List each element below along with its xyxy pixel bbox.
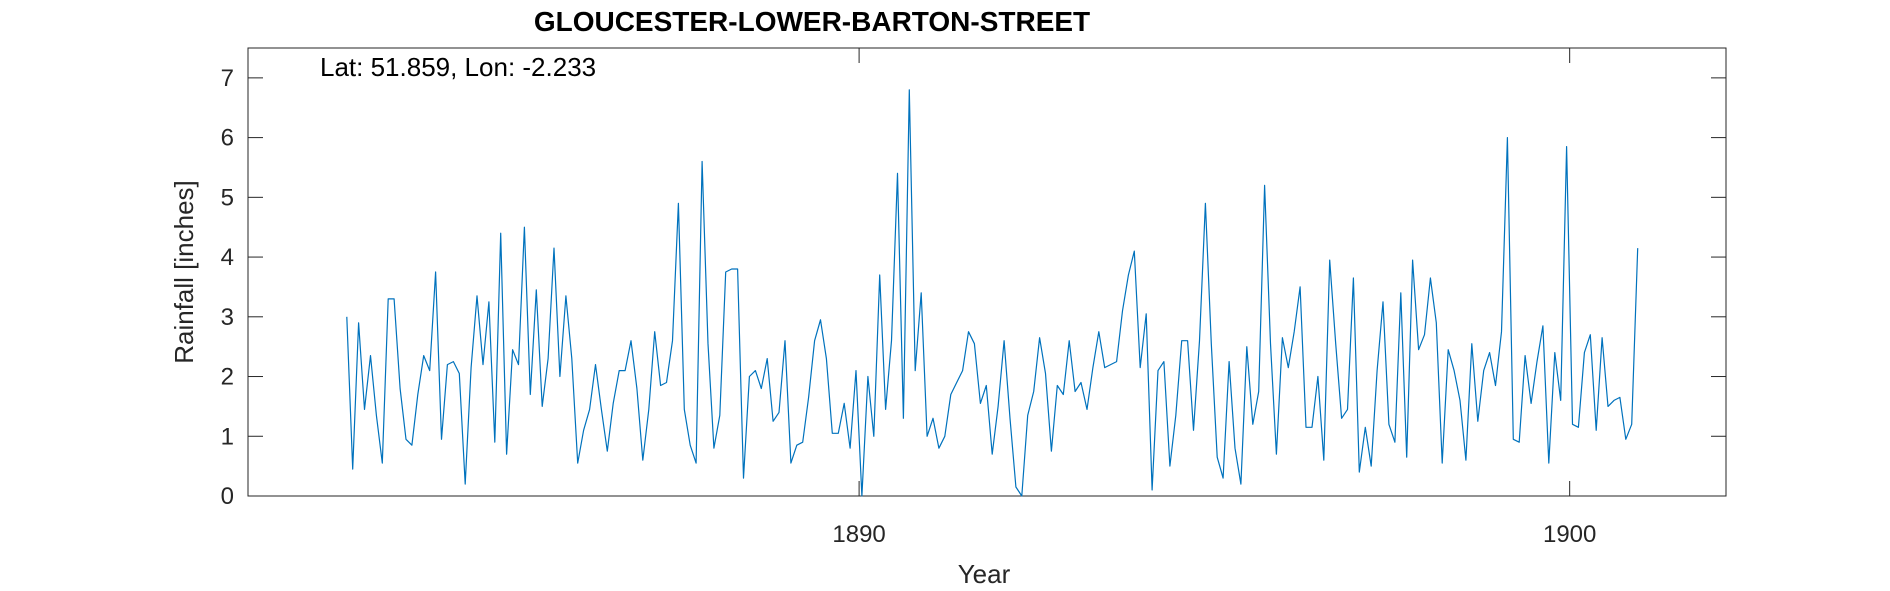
y-tick-label: 5: [221, 184, 234, 211]
y-tick-label: 4: [221, 244, 234, 271]
axis-tick-labels: 0 1 2 3 4 5 6 7 1890 1900: [221, 65, 1597, 548]
x-tick-label: 1890: [832, 521, 885, 548]
y-tick-label: 3: [221, 304, 234, 331]
y-tick-label: 0: [221, 483, 234, 510]
y-tick-label: 7: [221, 65, 234, 92]
location-annotation: Lat: 51.859, Lon: -2.233: [320, 52, 596, 82]
rainfall-series-line: [346, 89, 1639, 497]
chart-title: GLOUCESTER-LOWER-BARTON-STREET: [534, 6, 1090, 37]
x-tick-label: 1900: [1543, 521, 1596, 548]
y-tick-label: 2: [221, 364, 234, 391]
y-tick-label: 1: [221, 423, 234, 450]
plot-area: [247, 47, 1727, 497]
y-axis-label: Rainfall [inches]: [169, 180, 199, 364]
x-axis-label: Year: [958, 559, 1011, 589]
axis-ticks: [248, 48, 1726, 497]
y-tick-label: 6: [221, 125, 234, 152]
